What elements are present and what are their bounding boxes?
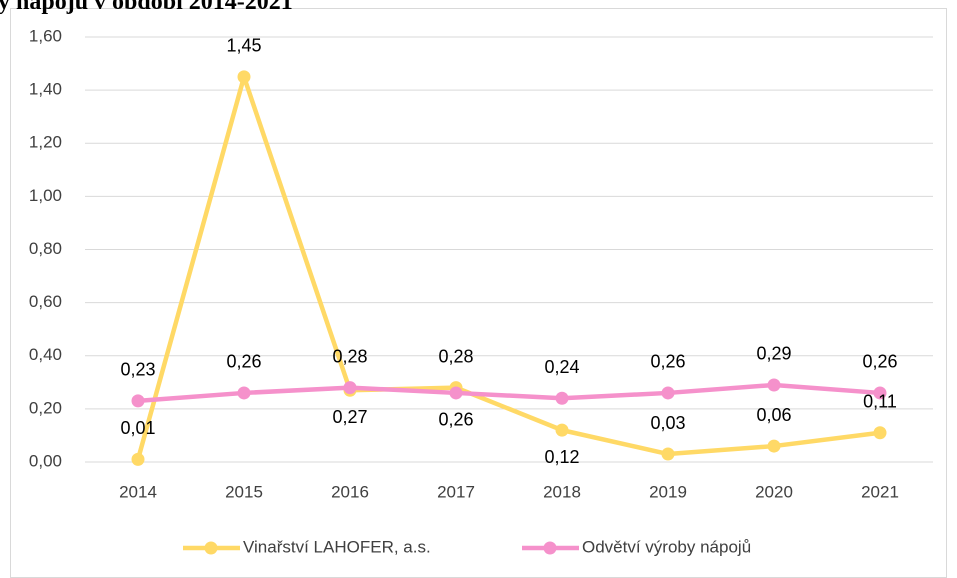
data-label: 0,12	[544, 447, 579, 467]
y-tick-label: 0,40	[29, 345, 62, 364]
data-label: 0,26	[862, 352, 897, 372]
y-tick-label: 0,80	[29, 239, 62, 258]
point	[873, 386, 887, 400]
point	[555, 391, 569, 405]
data-label: 1,45	[226, 36, 261, 56]
y-tick-label: 1,60	[29, 26, 62, 45]
x-tick-label: 2015	[225, 482, 263, 501]
y-tick-label: 0,20	[29, 398, 62, 417]
data-label: 0,03	[650, 413, 685, 433]
legend-label: Vinařství LAHOFER, a.s.	[243, 537, 431, 556]
legend-marker	[204, 541, 218, 555]
x-tick-label: 2014	[119, 482, 157, 501]
data-label: 0,27	[332, 407, 367, 427]
data-label: 0,11	[863, 392, 897, 412]
point	[767, 378, 781, 392]
chart-title: y nápojů v období 2014-2021	[0, 0, 293, 15]
data-label: 0,28	[438, 346, 473, 366]
y-tick-label: 0,60	[29, 292, 62, 311]
point	[661, 447, 675, 461]
legend-marker	[543, 541, 557, 555]
x-tick-label: 2017	[437, 482, 475, 501]
point	[131, 452, 145, 466]
data-label: 0,24	[544, 357, 579, 377]
data-label: 0,26	[650, 352, 685, 372]
point	[661, 386, 675, 400]
data-label: 0,26	[438, 410, 473, 430]
chart-border	[10, 8, 947, 578]
x-tick-label: 2020	[755, 482, 793, 501]
point	[767, 439, 781, 453]
point	[131, 394, 145, 408]
data-label: 0,29	[756, 344, 791, 364]
y-tick-label: 1,20	[29, 133, 62, 152]
point	[237, 386, 251, 400]
point	[449, 386, 463, 400]
series-line	[137, 382, 881, 404]
point	[343, 381, 357, 395]
data-label: 0,01	[120, 418, 155, 438]
x-tick-label: 2019	[649, 482, 687, 501]
point	[873, 426, 887, 440]
y-tick-label: 1,40	[29, 80, 62, 99]
data-label: 0,23	[120, 360, 155, 380]
point	[237, 70, 251, 84]
y-tick-label: 1,00	[29, 186, 62, 205]
data-label: 0,06	[756, 405, 791, 425]
point	[555, 423, 569, 437]
x-tick-label: 2021	[861, 482, 899, 501]
y-tick-label: 0,00	[29, 451, 62, 470]
legend-label: Odvětví výroby nápojů	[582, 537, 751, 556]
data-label: 0,28	[332, 346, 367, 366]
data-label: 0,26	[226, 352, 261, 372]
x-tick-label: 2018	[543, 482, 581, 501]
x-tick-label: 2016	[331, 482, 369, 501]
series-line	[135, 74, 881, 460]
